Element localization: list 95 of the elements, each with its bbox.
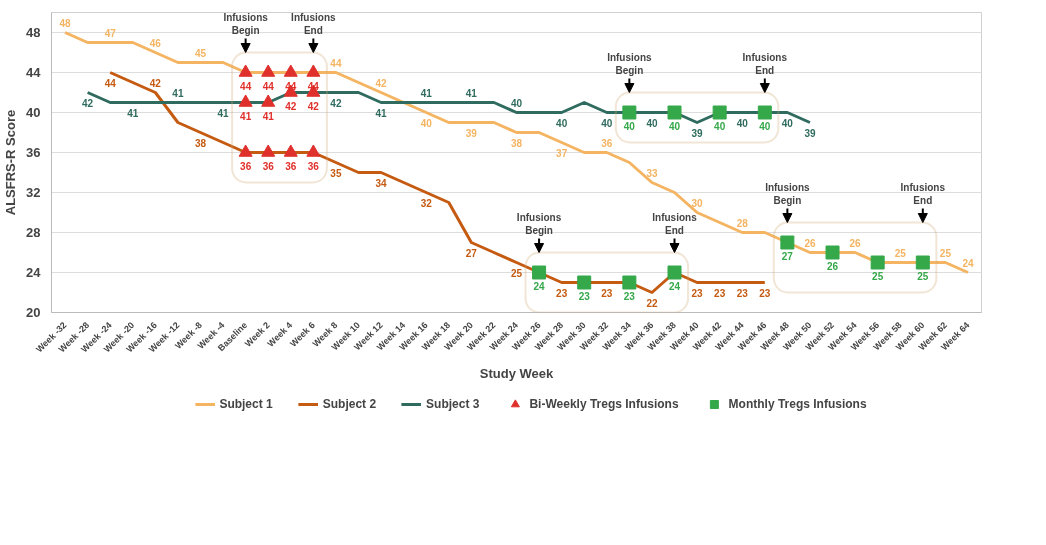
annotation: Infusions Begin bbox=[223, 12, 269, 37]
data-label: 44 bbox=[330, 57, 342, 69]
annotation: Infusions End bbox=[900, 182, 946, 207]
data-label: 36 bbox=[307, 160, 320, 172]
y-tick-label: 20 bbox=[26, 305, 41, 320]
data-label: 40 bbox=[714, 120, 726, 132]
data-label: 26 bbox=[804, 237, 816, 249]
data-label: 38 bbox=[194, 137, 207, 149]
data-label: 42 bbox=[330, 97, 342, 109]
data-label: 38 bbox=[510, 137, 523, 149]
data-label: 23 bbox=[759, 287, 771, 299]
data-label: 41 bbox=[172, 87, 184, 99]
legend-label: Subject 2 bbox=[322, 397, 377, 411]
data-label: 40 bbox=[759, 120, 771, 132]
legend-label: Subject 1 bbox=[219, 397, 273, 411]
data-label: 32 bbox=[420, 197, 433, 209]
data-label: 23 bbox=[714, 287, 726, 299]
annotation: Infusions End bbox=[291, 12, 336, 37]
data-label: 23 bbox=[623, 290, 636, 302]
x-axis-title: Study Week bbox=[479, 366, 554, 382]
data-label: 40 bbox=[623, 120, 636, 132]
data-label: 40 bbox=[781, 117, 794, 129]
data-label: 25 bbox=[894, 247, 907, 259]
data-label: 44 bbox=[240, 80, 252, 92]
data-label: 23 bbox=[601, 287, 613, 299]
data-label: 41 bbox=[127, 107, 139, 119]
data-label: 40 bbox=[601, 117, 613, 129]
data-label: 42 bbox=[149, 77, 162, 89]
data-label: 39 bbox=[804, 127, 816, 139]
annotation: Infusions End bbox=[652, 212, 698, 237]
data-label: 42 bbox=[375, 77, 388, 89]
data-label: 46 bbox=[149, 37, 162, 49]
y-tick-label: 24 bbox=[26, 265, 42, 280]
data-label: 44 bbox=[104, 77, 117, 89]
data-label: 24 bbox=[962, 257, 974, 269]
data-label: 41 bbox=[240, 110, 252, 122]
data-label: 28 bbox=[736, 217, 749, 229]
data-label: 41 bbox=[375, 107, 388, 119]
data-label: 41 bbox=[217, 107, 230, 119]
y-tick-label: 36 bbox=[26, 145, 41, 160]
y-tick-label: 44 bbox=[26, 65, 42, 80]
data-label: 40 bbox=[646, 117, 658, 129]
annotation: Infusions Begin bbox=[516, 212, 562, 237]
data-label: 26 bbox=[826, 260, 839, 272]
y-tick-label: 40 bbox=[26, 105, 41, 120]
data-label: 23 bbox=[578, 290, 591, 302]
data-label: 41 bbox=[465, 87, 478, 99]
y-tick-label: 28 bbox=[26, 225, 41, 240]
data-label: 34 bbox=[375, 177, 388, 189]
data-label: 45 bbox=[194, 47, 207, 59]
annotation: Infusions Begin bbox=[765, 182, 811, 207]
y-tick-label: 48 bbox=[26, 25, 41, 40]
annotation: Infusions Begin bbox=[607, 52, 653, 77]
data-label: 25 bbox=[917, 270, 929, 282]
data-label: 22 bbox=[646, 297, 658, 309]
data-label: 40 bbox=[736, 117, 749, 129]
data-label: 37 bbox=[556, 147, 568, 159]
data-label: 40 bbox=[556, 117, 568, 129]
data-label: 48 bbox=[59, 17, 72, 29]
data-label: 36 bbox=[240, 160, 252, 172]
legend-label: Monthly Tregs Infusions bbox=[728, 397, 867, 411]
data-label: 36 bbox=[262, 160, 275, 172]
data-label: 39 bbox=[691, 127, 704, 139]
data-label: 44 bbox=[262, 80, 275, 92]
data-label: 42 bbox=[307, 100, 320, 112]
data-label: 41 bbox=[420, 87, 433, 99]
data-label: 42 bbox=[82, 97, 94, 109]
data-label: 35 bbox=[330, 167, 342, 179]
data-label: 30 bbox=[691, 197, 704, 209]
data-label: 36 bbox=[601, 137, 613, 149]
data-label: 23 bbox=[556, 287, 568, 299]
data-label: 24 bbox=[668, 280, 681, 292]
data-label: 27 bbox=[781, 250, 794, 262]
data-label: 24 bbox=[533, 280, 546, 292]
data-label: 47 bbox=[104, 27, 117, 39]
data-label: 40 bbox=[420, 117, 433, 129]
data-label: 23 bbox=[736, 287, 749, 299]
data-label: 25 bbox=[939, 247, 952, 259]
data-label: 42 bbox=[285, 100, 297, 112]
y-axis-title: ALSFRS-R Score bbox=[3, 109, 19, 216]
legend-label: Subject 3 bbox=[426, 397, 480, 411]
data-label: 23 bbox=[691, 287, 704, 299]
data-label: 40 bbox=[668, 120, 681, 132]
data-label: 40 bbox=[510, 97, 523, 109]
data-label: 39 bbox=[465, 127, 478, 139]
data-label: 27 bbox=[465, 247, 478, 259]
y-tick-label: 32 bbox=[26, 185, 41, 200]
data-label: 36 bbox=[285, 160, 297, 172]
data-label: 41 bbox=[262, 110, 275, 122]
data-label: 25 bbox=[510, 267, 523, 279]
annotation: Infusions End bbox=[742, 52, 788, 77]
data-label: 25 bbox=[872, 270, 884, 282]
data-label: 33 bbox=[646, 167, 658, 179]
legend-label: Bi-Weekly Tregs Infusions bbox=[529, 397, 679, 411]
data-label: 26 bbox=[849, 237, 862, 249]
